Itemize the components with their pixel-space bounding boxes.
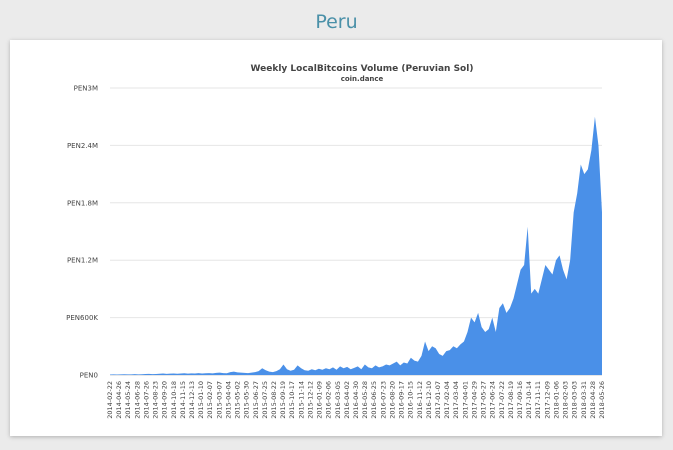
series-area — [110, 116, 602, 375]
chart-svg: Weekly LocalBitcoins Volume (Peruvian So… — [66, 64, 606, 419]
x-tick-label: 2017-04-29 — [470, 381, 478, 419]
x-tick-label: 2018-02-03 — [562, 381, 570, 419]
y-tick-label: PEN1.8M — [67, 199, 98, 207]
area-layer — [110, 116, 602, 375]
x-tick-label: 2017-07-22 — [498, 381, 506, 419]
x-tick-label: 2017-11-11 — [534, 381, 542, 419]
y-tick-label: PEN2.4M — [67, 142, 98, 150]
x-tick-label: 2016-02-06 — [325, 381, 333, 419]
x-tick-label: 2017-08-19 — [507, 381, 515, 419]
x-tick-label: 2016-04-02 — [343, 381, 351, 419]
x-tick-label: 2017-01-07 — [434, 381, 442, 419]
chart-card: Weekly LocalBitcoins Volume (Peruvian So… — [10, 40, 662, 436]
x-tick-label: 2016-05-28 — [361, 381, 369, 419]
x-tick-label: 2016-06-25 — [370, 381, 378, 419]
chart-subtitle: coin.dance — [341, 75, 384, 83]
x-tick-label: 2018-03-03 — [571, 381, 579, 419]
x-tick-label: 2015-07-25 — [261, 381, 269, 419]
x-tick-label: 2016-07-23 — [379, 381, 387, 419]
x-tick-label: 2018-05-26 — [598, 381, 606, 419]
x-tick-label: 2015-06-27 — [252, 381, 260, 419]
x-tick-label: 2014-11-15 — [179, 381, 187, 419]
x-tick-label: 2015-01-10 — [197, 381, 205, 419]
x-tick-label: 2015-10-17 — [288, 381, 296, 419]
x-tick-label: 2017-05-27 — [480, 381, 488, 419]
x-tick-label: 2015-12-12 — [306, 381, 314, 419]
x-tick-label: 2017-12-09 — [543, 381, 551, 419]
y-tick-label: PEN0 — [80, 372, 98, 380]
y-axis: PEN0 PEN600K PEN1.2M PEN1.8M PEN2.4M PEN3M — [66, 85, 98, 380]
x-tick-label: 2014-05-24 — [124, 381, 132, 419]
x-tick-label: 2015-04-04 — [224, 381, 232, 419]
x-tick-label: 2017-06-24 — [489, 381, 497, 419]
x-tick-label: 2016-12-10 — [425, 381, 433, 419]
x-tick-label: 2017-10-14 — [525, 381, 533, 419]
x-tick-label: 2015-03-07 — [215, 381, 223, 419]
x-tick-label: 2015-02-07 — [206, 381, 214, 419]
x-tick-label: 2014-08-23 — [152, 381, 160, 419]
x-tick-label: 2018-01-06 — [552, 381, 560, 419]
x-tick-label: 2017-03-04 — [452, 381, 460, 419]
x-tick-label: 2014-12-13 — [188, 381, 196, 419]
x-axis: 2014-02-22 2014-04-26 2014-05-24 2014-06-28… — [106, 381, 606, 419]
x-tick-label: 2015-11-14 — [297, 381, 305, 419]
x-tick-label: 2016-09-17 — [398, 381, 406, 419]
chart-title: Weekly LocalBitcoins Volume (Peruvian So… — [251, 64, 474, 74]
page-heading: Peru — [315, 11, 358, 33]
x-tick-label: 2016-11-12 — [416, 381, 424, 419]
x-tick-label: 2016-01-09 — [316, 381, 324, 419]
x-tick-label: 2016-08-20 — [388, 381, 396, 419]
x-tick-label: 2015-09-19 — [279, 381, 287, 419]
x-tick-label: 2018-03-31 — [580, 381, 588, 419]
x-tick-label: 2014-04-26 — [115, 381, 123, 419]
x-tick-label: 2018-04-28 — [589, 381, 597, 419]
y-tick-label: PEN600K — [66, 314, 98, 322]
x-tick-label: 2014-10-18 — [170, 381, 178, 419]
x-tick-label: 2014-02-22 — [106, 381, 114, 419]
x-tick-label: 2015-05-30 — [243, 381, 251, 419]
x-tick-label: 2017-02-04 — [443, 381, 451, 419]
x-tick-label: 2014-07-26 — [142, 381, 150, 419]
x-tick-label: 2016-03-05 — [334, 381, 342, 419]
x-tick-label: 2017-04-01 — [461, 381, 469, 419]
x-tick-label: 2016-10-15 — [407, 381, 415, 419]
x-tick-label: 2015-08-22 — [270, 381, 278, 419]
y-tick-label: PEN3M — [74, 85, 98, 93]
x-tick-label: 2014-09-20 — [161, 381, 169, 419]
x-tick-label: 2014-06-28 — [133, 381, 141, 419]
x-tick-label: 2015-05-02 — [234, 381, 242, 419]
y-tick-label: PEN1.2M — [67, 257, 98, 265]
x-tick-label: 2017-09-16 — [516, 381, 524, 419]
x-tick-label: 2016-04-30 — [352, 381, 360, 419]
